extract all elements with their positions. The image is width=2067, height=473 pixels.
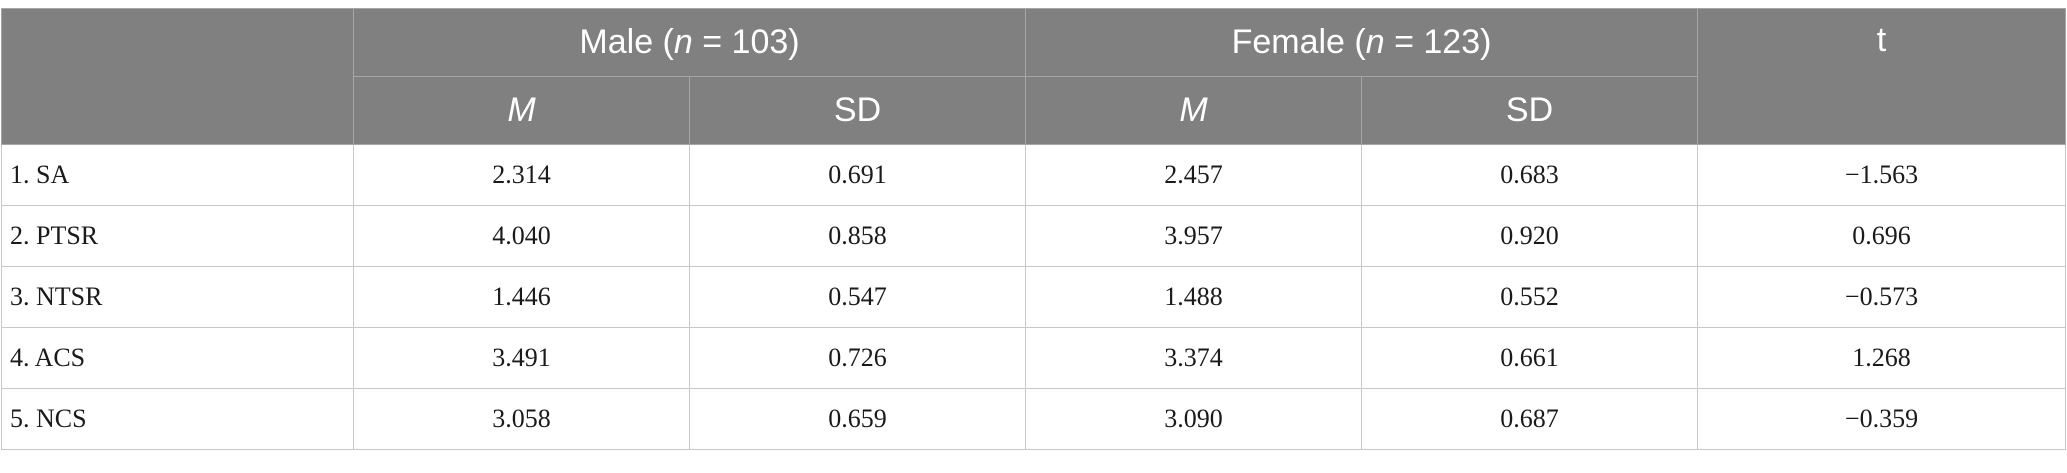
male-sd-cell: 0.659: [688, 388, 1027, 450]
male-group-prefix: Male (: [579, 23, 674, 61]
header-female-mean: M: [1025, 76, 1363, 145]
female-group-suffix: = 123): [1384, 23, 1492, 61]
female-sd-cell: 0.552: [1361, 266, 1699, 328]
table-header: Male (n = 103) Female (n = 123) t M SD M…: [1, 8, 2067, 145]
male-sd-cell: 0.858: [688, 205, 1027, 267]
table-row: 3. NTSR 1.446 0.547 1.488 0.552 −0.573: [1, 266, 2067, 328]
t-value-cell: −0.573: [1697, 266, 2067, 328]
row-label: 1. SA: [1, 144, 354, 206]
female-sd-cell: 0.920: [1361, 205, 1699, 267]
t-value-cell: 1.268: [1697, 327, 2067, 389]
header-variable-cell: [1, 8, 354, 145]
female-mean-cell: 3.957: [1025, 205, 1363, 267]
male-mean-cell: 3.491: [353, 327, 690, 389]
row-label: 2. PTSR: [1, 205, 354, 267]
row-label: 4. ACS: [1, 327, 354, 389]
table-body: 1. SA 2.314 0.691 2.457 0.683 −1.563 2. …: [1, 144, 2067, 450]
header-male-group: Male (n = 103): [352, 8, 1027, 77]
male-mean-cell: 2.314: [353, 144, 690, 206]
table-row: 5. NCS 3.058 0.659 3.090 0.687 −0.359: [1, 388, 2067, 450]
male-group-n: n: [673, 23, 693, 61]
t-value-cell: 0.696: [1697, 205, 2067, 267]
header-t: t: [1697, 8, 2067, 145]
male-sd-cell: 0.691: [688, 144, 1027, 206]
t-value-cell: −1.563: [1697, 144, 2067, 206]
female-group-n: n: [1365, 23, 1385, 61]
male-mean-cell: 1.446: [353, 266, 690, 328]
table-row: 4. ACS 3.491 0.726 3.374 0.661 1.268: [1, 327, 2067, 389]
female-mean-cell: 1.488: [1025, 266, 1363, 328]
female-mean-cell: 2.457: [1025, 144, 1363, 206]
female-mean-cell: 3.090: [1025, 388, 1363, 450]
female-mean-cell: 3.374: [1025, 327, 1363, 389]
t-value-cell: −0.359: [1697, 388, 2067, 450]
data-table-container: Male (n = 103) Female (n = 123) t M SD M…: [1, 8, 2067, 450]
female-sd-cell: 0.661: [1361, 327, 1699, 389]
header-row-stats: M SD M SD: [2, 76, 2066, 145]
male-sd-cell: 0.726: [688, 327, 1027, 389]
male-mean-cell: 3.058: [353, 388, 690, 450]
header-female-sd: SD: [1361, 76, 1699, 145]
row-label: 3. NTSR: [1, 266, 354, 328]
row-label: 5. NCS: [1, 388, 354, 450]
female-sd-cell: 0.687: [1361, 388, 1699, 450]
header-male-sd: SD: [688, 76, 1027, 145]
gender-comparison-table: Male (n = 103) Female (n = 123) t M SD M…: [1, 8, 2067, 450]
male-group-suffix: = 103): [692, 23, 800, 61]
header-male-mean: M: [353, 76, 690, 145]
table-row: 2. PTSR 4.040 0.858 3.957 0.920 0.696: [1, 205, 2067, 267]
male-sd-cell: 0.547: [688, 266, 1027, 328]
table-row: 1. SA 2.314 0.691 2.457 0.683 −1.563: [1, 144, 2067, 206]
female-sd-cell: 0.683: [1361, 144, 1699, 206]
male-mean-cell: 4.040: [353, 205, 690, 267]
header-row-groups: Male (n = 103) Female (n = 123) t: [1, 8, 2067, 145]
female-group-prefix: Female (: [1231, 23, 1366, 61]
header-female-group: Female (n = 123): [1025, 8, 1699, 77]
